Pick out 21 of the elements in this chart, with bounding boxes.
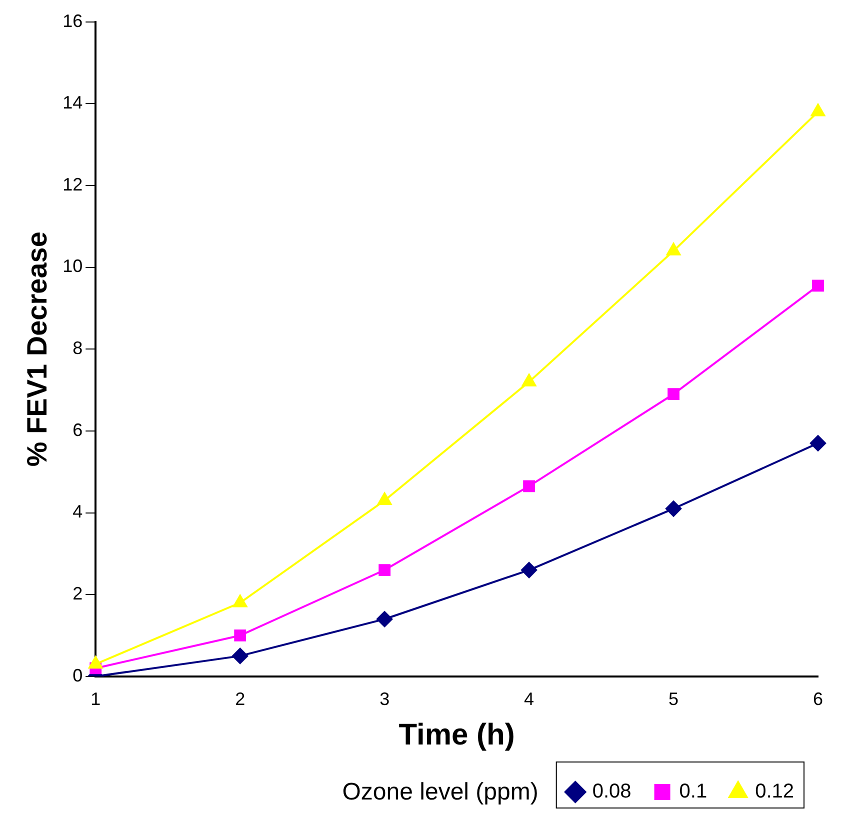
x-tick-label: 6: [812, 689, 824, 710]
x-tick-label: 3: [380, 689, 390, 710]
x-tick-label: 4: [524, 689, 534, 710]
legend-label: 0.1: [679, 780, 708, 803]
y-axis-title: % FEV1 Decrease: [22, 232, 53, 467]
x-tick-label: 5: [668, 689, 679, 710]
x-tick-label: 2: [235, 689, 246, 710]
y-tick-label: 2: [72, 584, 83, 604]
y-tick-label: 6: [72, 420, 83, 440]
y-tick-label: 8: [72, 338, 83, 358]
y-tick-label: 10: [62, 256, 83, 276]
legend-label: 0.08: [592, 780, 632, 803]
y-tick-label: 16: [62, 10, 83, 31]
x-axis-title: Time (h): [398, 718, 515, 752]
x-tick-label: 1: [90, 689, 101, 710]
legend-label: 0.12: [755, 780, 794, 803]
y-tick-label: 14: [62, 92, 83, 113]
y-tick-label: 12: [62, 174, 83, 194]
legend-title: Ozone level (ppm): [342, 778, 538, 806]
y-tick-label: 4: [72, 502, 83, 522]
y-tick-label: 0: [72, 665, 83, 686]
